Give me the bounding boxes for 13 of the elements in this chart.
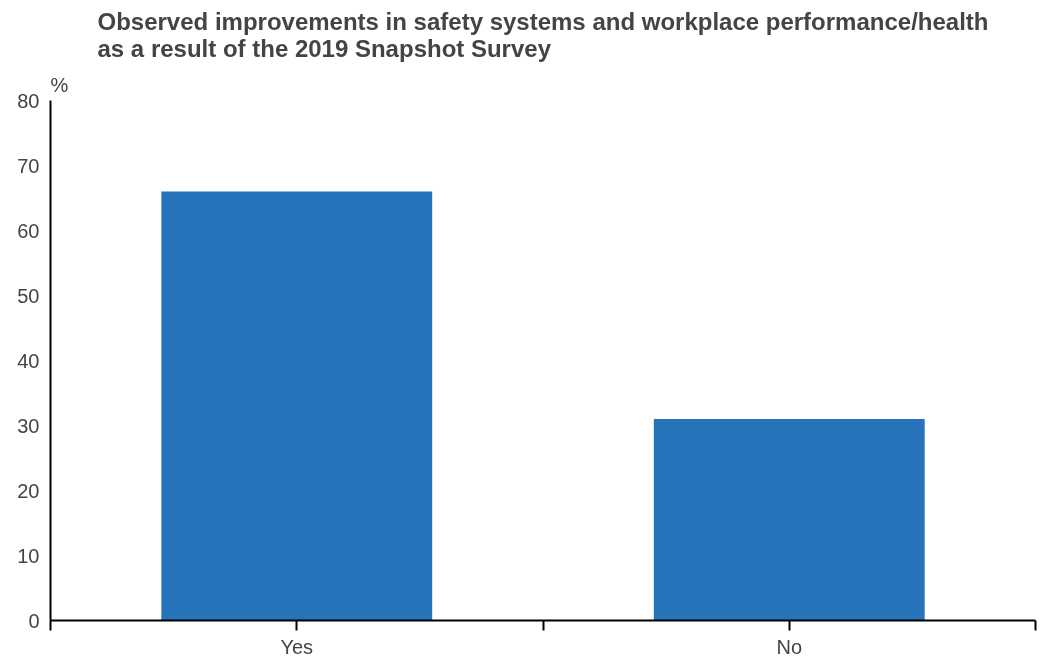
y-tick-label: 10 — [17, 544, 40, 567]
y-tick-label: 30 — [17, 414, 40, 437]
x-tick-label: Yes — [280, 635, 314, 658]
y-tick-label: 20 — [17, 479, 40, 502]
y-tick-label: 80 — [17, 89, 40, 112]
y-tick-label: 50 — [17, 284, 40, 307]
y-tick-label: 0 — [28, 609, 40, 632]
y-tick-label: 40 — [17, 349, 40, 372]
x-tick-label: No — [776, 635, 803, 658]
y-axis-title: % — [50, 73, 69, 96]
chart-title: Observed improvements in safety systems and workplace performance/health as a result of the 2019 Snapshot Survey — [97, 7, 989, 62]
y-tick-label: 60 — [17, 219, 40, 242]
y-tick-label: 70 — [17, 154, 40, 177]
